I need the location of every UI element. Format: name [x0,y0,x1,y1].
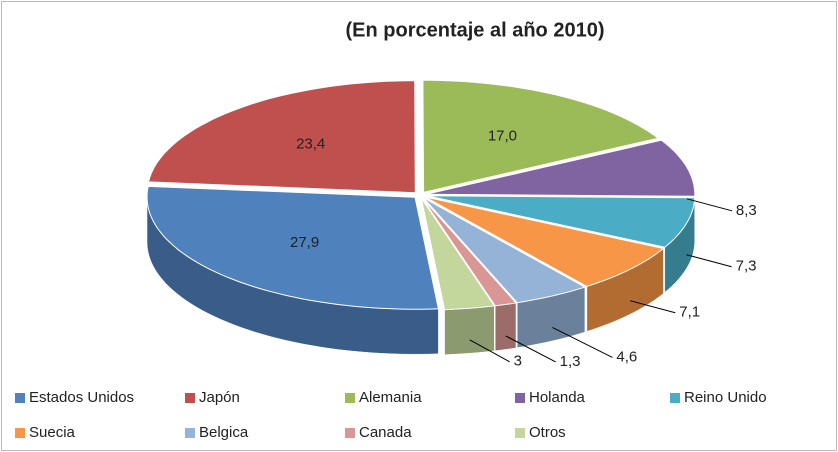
legend-swatch [345,428,355,438]
legend-swatch [670,393,680,403]
slice [422,79,660,193]
legend-swatch [345,393,355,403]
slice-side [494,302,517,352]
pie: 27,9 23,4 17,0 8,3 7,3 7,1 4,6 1,3 3 [146,79,757,370]
legend-label: Belgica [199,424,249,441]
slice-side [444,305,495,355]
slice [426,139,696,197]
legend-label: Alemania [359,389,422,406]
leader-line [630,300,676,314]
legend-swatch [185,428,195,438]
legend-label: Canada [359,424,412,441]
slice [420,197,496,311]
leader-line [505,335,556,363]
data-label: 7,1 [679,304,700,321]
legend-swatch [515,393,525,403]
leader-line [686,198,733,212]
data-label: 3 [514,353,522,370]
legend-swatch [515,428,525,438]
legend-swatch [15,393,25,403]
legend-label: Estados Unidos [29,389,134,406]
chart-title: (En porcentaje al año 2010) [346,19,605,41]
leader-line [469,339,510,363]
leader-line [686,254,732,268]
legend-swatch [185,393,195,403]
legend: Estados Unidos Japón Alemania Holanda Reino … [15,389,767,441]
legend-label: Suecia [29,424,76,441]
legend-label: Japón [199,389,240,406]
slice [426,195,696,248]
slice [147,80,416,194]
data-label: 8,3 [736,202,757,219]
legend-label: Reino Unido [684,389,767,406]
leader-line [552,326,613,358]
data-label: 4,6 [616,348,637,365]
data-label: 23,4 [296,136,325,153]
legend-label: Holanda [529,389,586,406]
data-label: 7,3 [736,258,757,275]
slice [423,197,587,304]
data-label: 17,0 [488,127,517,144]
slice [146,185,440,310]
slice [425,196,665,287]
slice [421,197,517,307]
legend-label: Otros [529,424,566,441]
data-label: 1,3 [560,353,581,370]
data-label: 27,9 [290,234,319,251]
legend-swatch [15,428,25,438]
